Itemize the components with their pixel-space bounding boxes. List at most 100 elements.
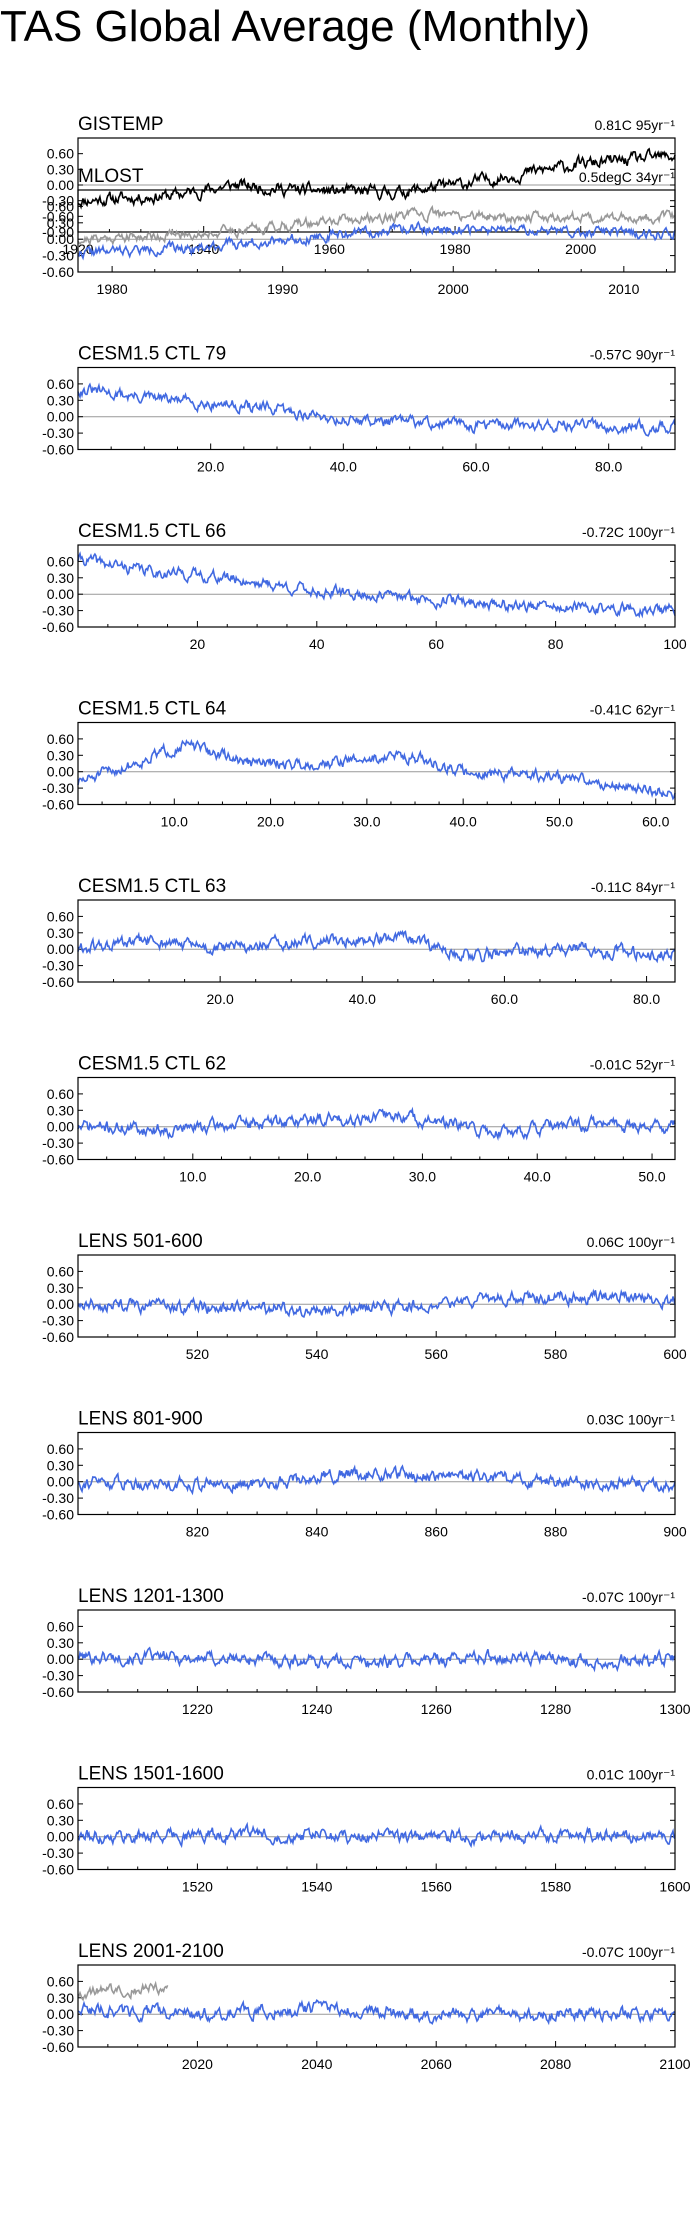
x-tick-label: 1990 — [267, 281, 298, 297]
y-tick-label: -0.30 — [42, 1668, 74, 1684]
series-line-1 — [77, 551, 676, 619]
x-tick-label: 100 — [663, 636, 687, 652]
x-tick-label: 2040 — [301, 2056, 332, 2072]
x-tick-label: 30.0 — [409, 1169, 436, 1185]
x-tick-label: 40 — [309, 636, 325, 652]
x-tick-label: 40.0 — [349, 991, 376, 1007]
x-tick-label: 1520 — [182, 1879, 213, 1895]
chart-panel-3: CESM1.5 CTL 79 -0.57C 90yr⁻¹0.600.300.00-… — [42, 344, 676, 475]
x-tick-label: 1560 — [421, 1879, 452, 1895]
x-tick-label: 50.0 — [638, 1169, 665, 1185]
x-tick-label: 60.0 — [642, 814, 669, 830]
series-line-2 — [77, 1999, 676, 2026]
panel-annotation: -0.72C 100yr⁻¹ — [582, 524, 675, 540]
panel-title: LENS 801-900 — [78, 1409, 203, 1430]
y-tick-label: 0.30 — [47, 1102, 74, 1118]
y-tick-label: 0.30 — [47, 215, 74, 231]
plot-frame — [77, 366, 676, 451]
y-tick-label: 0.00 — [47, 1296, 74, 1312]
y-tick-label: 0.30 — [47, 1635, 74, 1651]
x-tick-label: 2020 — [182, 2056, 213, 2072]
x-tick-label: 1960 — [314, 241, 345, 257]
y-tick-label: 0.00 — [47, 177, 74, 193]
chart-panel-4: CESM1.5 CTL 66 -0.72C 100yr⁻¹ 0.600.300.00… — [42, 521, 687, 652]
y-tick-label: 0.30 — [47, 570, 74, 586]
y-tick-label: 0.00 — [47, 1474, 74, 1490]
x-tick-label: 2000 — [438, 281, 469, 297]
y-tick-label: -0.30 — [42, 603, 74, 619]
panel-title: LENS 1501-1600 — [78, 1764, 224, 1785]
y-tick-label: 0.60 — [47, 1618, 74, 1634]
x-tick-label: 60 — [428, 636, 444, 652]
y-tick-label: 0.60 — [47, 908, 74, 924]
panel-title: LENS 2001-2100 — [78, 1941, 224, 1962]
x-tick-label: 20.0 — [257, 814, 284, 830]
y-tick-label: 0.30 — [47, 161, 74, 177]
y-tick-label: 0.30 — [47, 392, 74, 408]
x-tick-label: 60.0 — [491, 991, 518, 1007]
y-tick-label: 0.60 — [47, 376, 74, 392]
y-tick-label: 0.30 — [47, 1812, 74, 1828]
y-tick-label: -0.30 — [42, 1490, 74, 1506]
y-tick-label: -0.60 — [42, 1684, 74, 1700]
y-tick-label: -0.30 — [42, 1313, 74, 1329]
y-tick-label: 0.30 — [47, 747, 74, 763]
y-tick-label: -0.30 — [42, 1135, 74, 1151]
series-line-1 — [77, 1646, 676, 1673]
plot-frame — [77, 1254, 676, 1338]
y-tick-label: 0.30 — [47, 1280, 74, 1296]
y-tick-label: 0.00 — [47, 764, 74, 780]
y-tick-label: -0.30 — [42, 425, 74, 441]
y-tick-label: -0.60 — [42, 442, 74, 458]
chart-panel-12: LENS 2001-2100 -0.07C 100yr⁻¹ 0.600.300.00… — [42, 1941, 691, 2072]
panel-annotation: 0.01C 100yr⁻¹ — [587, 1767, 676, 1783]
plot-frame — [77, 899, 676, 983]
x-tick-label: 20.0 — [294, 1169, 321, 1185]
x-tick-label: 1300 — [659, 1701, 690, 1717]
y-tick-label: -0.60 — [42, 1507, 74, 1523]
y-tick-label: 0.00 — [47, 409, 74, 425]
series-line-1 — [77, 1288, 676, 1319]
y-tick-label: 0.00 — [47, 1651, 74, 1667]
chart-panel-1: GISTEMP 0.81C 95yr⁻¹0.600.300.00-0.30-0.6… — [42, 114, 676, 257]
series-line-1 — [77, 204, 675, 246]
x-tick-label: 2060 — [421, 2056, 452, 2072]
series-line-1 — [77, 1464, 676, 1496]
x-tick-label: 1600 — [659, 1879, 690, 1895]
panel-title: GISTEMP — [78, 114, 164, 135]
x-tick-label: 880 — [544, 1524, 568, 1540]
panel-annotation: 0.03C 100yr⁻¹ — [587, 1412, 676, 1428]
x-tick-label: 1580 — [540, 1879, 571, 1895]
panel-annotation: -0.07C 100yr⁻¹ — [582, 1589, 675, 1605]
y-tick-label: -0.60 — [42, 974, 74, 990]
x-tick-label: 540 — [305, 1346, 329, 1362]
series-line-1 — [77, 382, 676, 437]
y-tick-label: 0.60 — [47, 1441, 74, 1457]
panel-title: MLOST — [78, 166, 144, 187]
y-tick-label: 0.00 — [47, 941, 74, 957]
y-tick-label: -0.60 — [42, 1152, 74, 1168]
x-tick-label: 1260 — [421, 1701, 452, 1717]
plot-frame — [77, 1609, 676, 1693]
chart-panel-9: LENS 801-900 0.03C 100yr⁻¹0.600.300.00-0.… — [42, 1409, 687, 1540]
y-tick-label: -0.60 — [42, 619, 74, 635]
x-tick-label: 820 — [186, 1524, 210, 1540]
panel-title: LENS 1201-1300 — [78, 1586, 224, 1607]
x-tick-label: 20.0 — [197, 459, 224, 475]
x-tick-label: 40.0 — [450, 814, 477, 830]
chart-panel-10: LENS 1201-1300 -0.07C 100yr⁻¹ 0.600.300.00… — [42, 1586, 691, 1717]
y-tick-label: 0.60 — [47, 1263, 74, 1279]
y-tick-label: -0.60 — [42, 2039, 74, 2055]
x-tick-label: 2000 — [565, 241, 596, 257]
x-tick-label: 2010 — [608, 281, 639, 297]
y-tick-label: -0.90 — [42, 224, 74, 240]
x-tick-label: 50.0 — [546, 814, 573, 830]
panel-title: LENS 501-600 — [78, 1231, 203, 1252]
y-tick-label: -0.30 — [42, 1845, 74, 1861]
x-tick-label: 900 — [663, 1524, 687, 1540]
panel-annotation: -0.11C 84yr⁻¹ — [591, 879, 675, 895]
y-tick-label: 0.60 — [47, 1796, 74, 1812]
chart-panel-8: LENS 501-600 0.06C 100yr⁻¹0.600.300.00-0.… — [42, 1231, 687, 1362]
y-tick-label: 0.00 — [47, 586, 74, 602]
